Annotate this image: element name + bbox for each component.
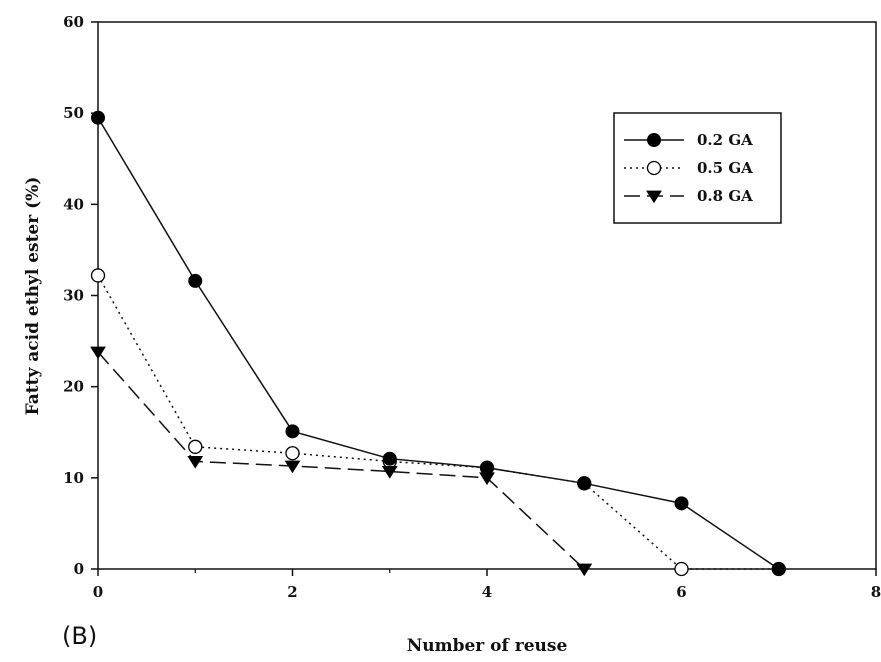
data-point [285,424,300,439]
y-tick-label: 50 [63,104,84,122]
y-tick-label: 30 [63,287,84,305]
data-point [188,273,203,288]
data-point [576,563,593,577]
series-0-5-ga [90,268,786,577]
legend-marker [646,160,662,176]
data-point [577,476,592,491]
legend: 0.2 GA 0.5 GA 0.8 GA [613,112,782,224]
legend-label: 0.8 GA [697,187,753,205]
legend-label: 0.2 GA [697,131,753,149]
legend-items: 0.2 GA 0.5 GA 0.8 GA [624,131,753,205]
data-point [90,346,106,360]
y-tick-label: 40 [63,195,84,213]
data-point [771,562,786,576]
x-tick-label: 2 [287,583,297,601]
data-point [381,466,398,479]
series-line [97,117,780,570]
x-tick-label: 4 [482,583,492,601]
data-point [90,268,106,283]
data-point [674,496,689,511]
data-point [480,460,494,475]
y-axis-title: Fatty acid ethyl ester (%) [23,177,43,416]
legend-marker [647,133,661,147]
series-0-8-ga [90,346,593,577]
legend-label: 0.5 GA [697,159,753,177]
panel-label: (B) [62,622,98,650]
legend-item: 0.8 GA [624,187,753,205]
series-layer [90,110,786,577]
data-point [187,456,204,469]
x-tick-label: 6 [676,583,686,601]
axis-tick-labels: 0 2 4 6 8 0 10 20 30 40 50 60 [63,13,881,601]
legend-item: 0.5 GA [624,159,753,177]
legend-box [613,112,782,224]
x-tick-label: 0 [93,583,103,601]
data-point [188,439,203,454]
series-line [97,351,585,570]
data-point [674,561,689,577]
legend-marker [646,190,662,204]
data-point [91,110,105,125]
data-point [382,451,397,466]
x-axis-title: Number of reuse [407,636,568,656]
series-line [97,275,779,570]
y-tick-label: 20 [63,378,84,396]
y-tick-label: 0 [74,560,84,578]
series-0-2-ga [91,110,786,576]
data-point [285,446,300,461]
y-tick-label: 60 [63,13,84,31]
data-point [284,460,301,474]
legend-item: 0.2 GA [624,131,753,149]
axis-ticks [91,21,877,576]
y-tick-label: 10 [63,469,84,487]
plot-frame [97,21,877,570]
x-tick-label: 8 [871,583,881,601]
